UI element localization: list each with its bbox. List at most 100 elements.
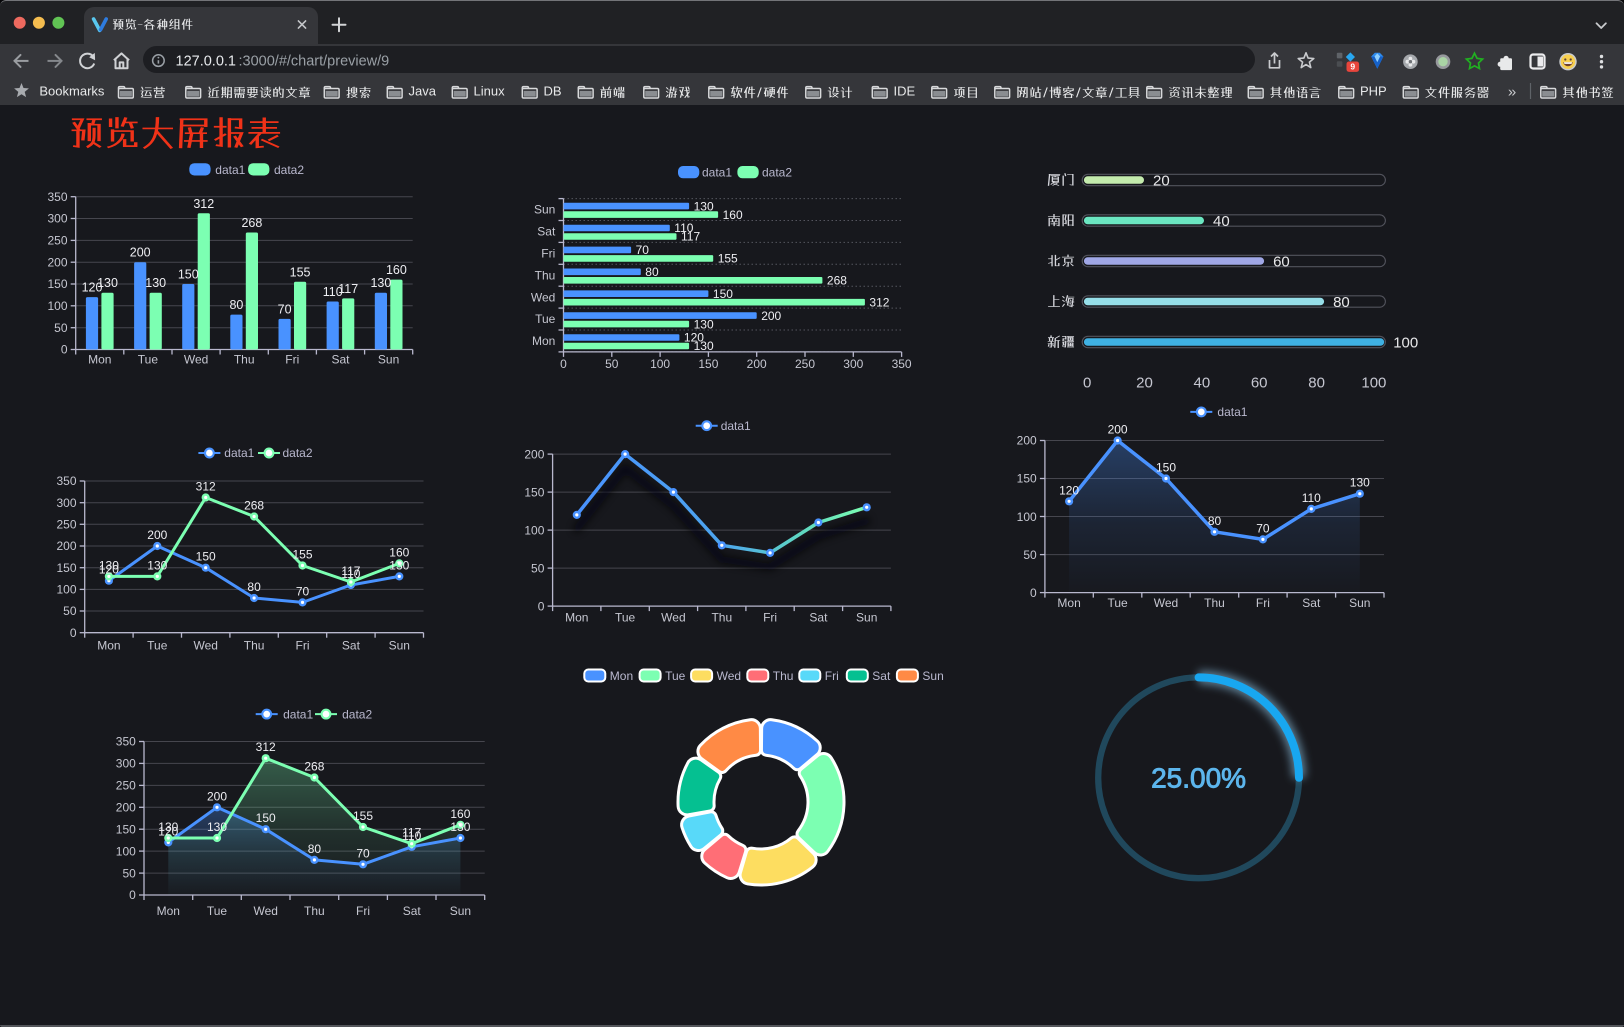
- svg-text:data1: data1: [1217, 405, 1247, 419]
- svg-text:Tue: Tue: [535, 312, 556, 326]
- svg-text:Mon: Mon: [565, 610, 588, 624]
- svg-text:120: 120: [158, 824, 178, 838]
- svg-text:200: 200: [130, 246, 151, 260]
- svg-text:120: 120: [82, 281, 103, 295]
- svg-text:Mon: Mon: [1057, 596, 1080, 610]
- svg-text:127.0.0.1: 127.0.0.1: [176, 53, 236, 69]
- svg-text:100: 100: [116, 844, 136, 858]
- svg-text:268: 268: [304, 760, 324, 774]
- svg-text:350: 350: [56, 474, 76, 488]
- svg-text:110: 110: [674, 221, 693, 235]
- svg-text:150: 150: [178, 268, 199, 282]
- svg-text:150: 150: [1017, 472, 1037, 486]
- svg-text:200: 200: [207, 789, 227, 803]
- svg-text:150: 150: [1156, 461, 1176, 475]
- svg-text:110: 110: [402, 829, 421, 843]
- svg-text:155: 155: [718, 252, 738, 266]
- svg-text:200: 200: [761, 309, 781, 323]
- svg-text:200: 200: [147, 528, 167, 542]
- svg-text:110: 110: [341, 567, 360, 581]
- svg-text:150: 150: [698, 357, 718, 371]
- svg-text:9: 9: [1350, 62, 1355, 72]
- svg-text:312: 312: [193, 197, 214, 211]
- svg-text:data1: data1: [215, 163, 245, 177]
- svg-text:Fri: Fri: [296, 639, 310, 653]
- svg-text:50: 50: [531, 561, 545, 575]
- svg-text:350: 350: [892, 357, 912, 371]
- svg-text:155: 155: [292, 548, 312, 562]
- svg-text:Sat: Sat: [809, 610, 828, 624]
- svg-text:200: 200: [56, 539, 76, 553]
- svg-text:Thu: Thu: [304, 904, 325, 918]
- svg-text:200: 200: [1108, 423, 1128, 437]
- svg-text:110: 110: [323, 285, 343, 299]
- svg-text:80: 80: [1208, 514, 1222, 528]
- svg-text:100: 100: [1393, 334, 1418, 351]
- svg-text:data2: data2: [342, 707, 372, 721]
- svg-text:50: 50: [122, 866, 136, 880]
- svg-text:130: 130: [158, 820, 178, 834]
- svg-text:Thu: Thu: [1204, 596, 1225, 610]
- svg-text:130: 130: [97, 276, 118, 290]
- svg-text:130: 130: [694, 339, 714, 353]
- svg-text:0: 0: [538, 599, 545, 613]
- svg-text:300: 300: [116, 757, 136, 771]
- svg-text:268: 268: [244, 499, 264, 513]
- svg-text:Thu: Thu: [535, 268, 556, 282]
- svg-text:Thu: Thu: [234, 352, 255, 366]
- svg-text:Fri: Fri: [763, 610, 777, 624]
- svg-text:100: 100: [524, 523, 544, 537]
- svg-text:Sun: Sun: [1349, 596, 1370, 610]
- svg-text:data1: data1: [224, 446, 254, 460]
- svg-text:117: 117: [402, 826, 421, 840]
- svg-text:100: 100: [1017, 510, 1037, 524]
- svg-text:»: »: [1508, 84, 1516, 101]
- svg-text:0: 0: [1083, 375, 1091, 392]
- svg-text:Wed: Wed: [193, 639, 217, 653]
- svg-text:Tue: Tue: [207, 904, 228, 918]
- svg-text:Java: Java: [409, 84, 437, 99]
- svg-text:Sat: Sat: [537, 225, 556, 239]
- svg-text:60: 60: [1251, 375, 1268, 392]
- svg-text:Tue: Tue: [1107, 596, 1128, 610]
- svg-text:300: 300: [56, 496, 76, 510]
- svg-text:130: 130: [450, 820, 470, 834]
- svg-text:80: 80: [1308, 375, 1325, 392]
- svg-text:80: 80: [247, 580, 261, 594]
- svg-text:268: 268: [827, 274, 847, 288]
- svg-text:0: 0: [70, 626, 77, 640]
- svg-text:Wed: Wed: [1154, 596, 1178, 610]
- svg-text:200: 200: [747, 357, 767, 371]
- svg-text:50: 50: [605, 357, 619, 371]
- svg-text:100: 100: [1361, 375, 1386, 392]
- svg-text:117: 117: [338, 282, 358, 296]
- svg-text:Sun: Sun: [856, 610, 877, 624]
- svg-text:50: 50: [63, 604, 77, 618]
- svg-text:Fri: Fri: [285, 352, 299, 366]
- svg-text:155: 155: [353, 809, 373, 823]
- svg-text:150: 150: [196, 550, 216, 564]
- svg-text:100: 100: [650, 357, 670, 371]
- svg-text:60: 60: [1273, 253, 1290, 270]
- svg-text:DB: DB: [544, 84, 562, 99]
- svg-text:130: 130: [145, 276, 166, 290]
- svg-text:150: 150: [56, 561, 76, 575]
- svg-text:50: 50: [54, 321, 68, 335]
- svg-text:Wed: Wed: [531, 290, 555, 304]
- svg-text:0: 0: [61, 343, 68, 357]
- svg-text:40: 40: [1194, 375, 1211, 392]
- svg-text:data1: data1: [283, 707, 313, 721]
- svg-text::3000/#/chart/preview/9: :3000/#/chart/preview/9: [239, 53, 390, 69]
- svg-text:80: 80: [1333, 294, 1350, 311]
- svg-text:312: 312: [256, 740, 276, 754]
- svg-text:IDE: IDE: [894, 84, 916, 99]
- svg-text:Sat: Sat: [872, 669, 891, 683]
- svg-text:Mon: Mon: [88, 352, 111, 366]
- svg-text:Wed: Wed: [717, 669, 741, 683]
- svg-text:Tue: Tue: [147, 639, 168, 653]
- svg-text:Wed: Wed: [661, 610, 685, 624]
- svg-text:20: 20: [1153, 172, 1170, 189]
- svg-text:80: 80: [645, 265, 659, 279]
- svg-text:70: 70: [278, 302, 292, 316]
- svg-text:300: 300: [47, 212, 67, 226]
